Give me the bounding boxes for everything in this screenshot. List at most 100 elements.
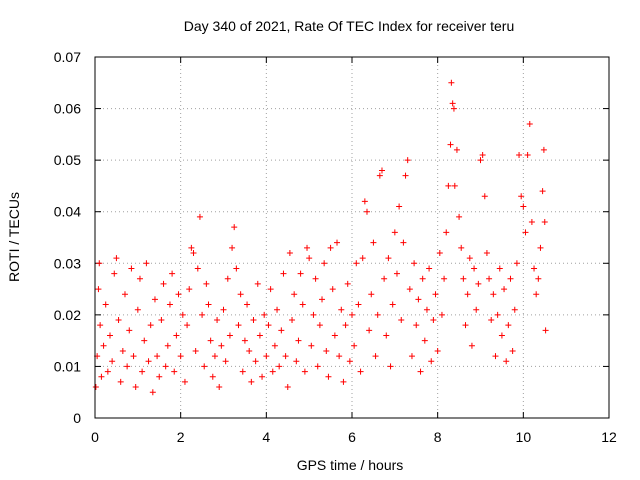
data-point [166, 301, 173, 308]
data-point [334, 239, 341, 246]
data-point [124, 363, 131, 370]
data-point [316, 322, 323, 329]
y-axis-label: ROTI / TECUs [6, 192, 22, 282]
data-point [443, 229, 450, 236]
data-point [494, 311, 501, 318]
data-point [216, 384, 223, 391]
data-point [479, 151, 486, 158]
data-point [520, 203, 527, 210]
chart-title: Day 340 of 2021, Rate Of TEC Index for r… [184, 18, 514, 34]
data-point [542, 327, 549, 334]
data-point [246, 347, 253, 354]
x-tick-label: 8 [434, 429, 442, 445]
data-point [299, 301, 306, 308]
y-tick-label: 0.02 [54, 307, 81, 323]
data-point [128, 265, 135, 272]
data-point [252, 358, 259, 365]
data-point [177, 353, 184, 360]
data-point [372, 353, 379, 360]
data-point [423, 306, 430, 313]
data-point [357, 368, 364, 375]
data-point [496, 265, 503, 272]
data-point [404, 157, 411, 164]
data-point [136, 275, 143, 282]
data-point [244, 301, 251, 308]
data-point [378, 167, 385, 174]
data-point [235, 322, 242, 329]
data-point [327, 244, 334, 251]
data-point [381, 275, 388, 282]
data-point [389, 301, 396, 308]
data-point [233, 265, 240, 272]
data-point [486, 275, 493, 282]
data-point [117, 378, 124, 385]
data-point [141, 337, 148, 344]
data-point [393, 270, 400, 277]
data-point [154, 353, 161, 360]
data-point [95, 286, 102, 293]
data-point [466, 255, 473, 262]
data-point [237, 291, 244, 298]
data-point [194, 265, 201, 272]
data-point [359, 255, 366, 262]
data-point [188, 244, 195, 251]
data-point [488, 317, 495, 324]
data-point [421, 337, 428, 344]
data-point [196, 213, 203, 220]
data-point [524, 151, 531, 158]
data-point [535, 275, 542, 282]
data-point [458, 244, 465, 251]
data-point [460, 275, 467, 282]
data-point [314, 363, 321, 370]
data-point [447, 141, 454, 148]
y-tick-label: 0.06 [54, 101, 81, 117]
data-point [408, 353, 415, 360]
x-tick-label: 4 [262, 429, 270, 445]
data-point [156, 373, 163, 380]
data-point [186, 286, 193, 293]
data-point [162, 363, 169, 370]
data-point [291, 291, 298, 298]
data-point [261, 311, 268, 318]
data-point [92, 384, 99, 391]
data-point [286, 249, 293, 256]
data-point [533, 291, 540, 298]
data-point [434, 347, 441, 354]
data-point [344, 280, 351, 287]
data-point [160, 280, 167, 287]
data-point [97, 322, 104, 329]
data-point [259, 373, 266, 380]
data-point [361, 198, 368, 205]
data-point [130, 353, 137, 360]
data-point [169, 270, 176, 277]
data-point [522, 229, 529, 236]
data-point [492, 353, 499, 360]
data-point [175, 291, 182, 298]
data-point [199, 311, 206, 318]
data-point [267, 286, 274, 293]
data-point [450, 105, 457, 112]
data-point [468, 342, 475, 349]
data-point [106, 332, 113, 339]
data-point [400, 239, 407, 246]
data-point [119, 347, 126, 354]
data-point [540, 146, 547, 153]
data-point [331, 332, 338, 339]
data-point [325, 373, 332, 380]
data-point [385, 255, 392, 262]
data-point [98, 373, 105, 380]
data-point [104, 368, 111, 375]
data-point [205, 301, 212, 308]
data-point [289, 317, 296, 324]
data-point [271, 342, 278, 349]
data-point [218, 342, 225, 349]
data-point [516, 151, 523, 158]
data-point [192, 347, 199, 354]
data-point [505, 322, 512, 329]
data-point [473, 306, 480, 313]
data-point [526, 121, 533, 128]
data-point [184, 322, 191, 329]
data-point [158, 317, 165, 324]
data-point [398, 317, 405, 324]
